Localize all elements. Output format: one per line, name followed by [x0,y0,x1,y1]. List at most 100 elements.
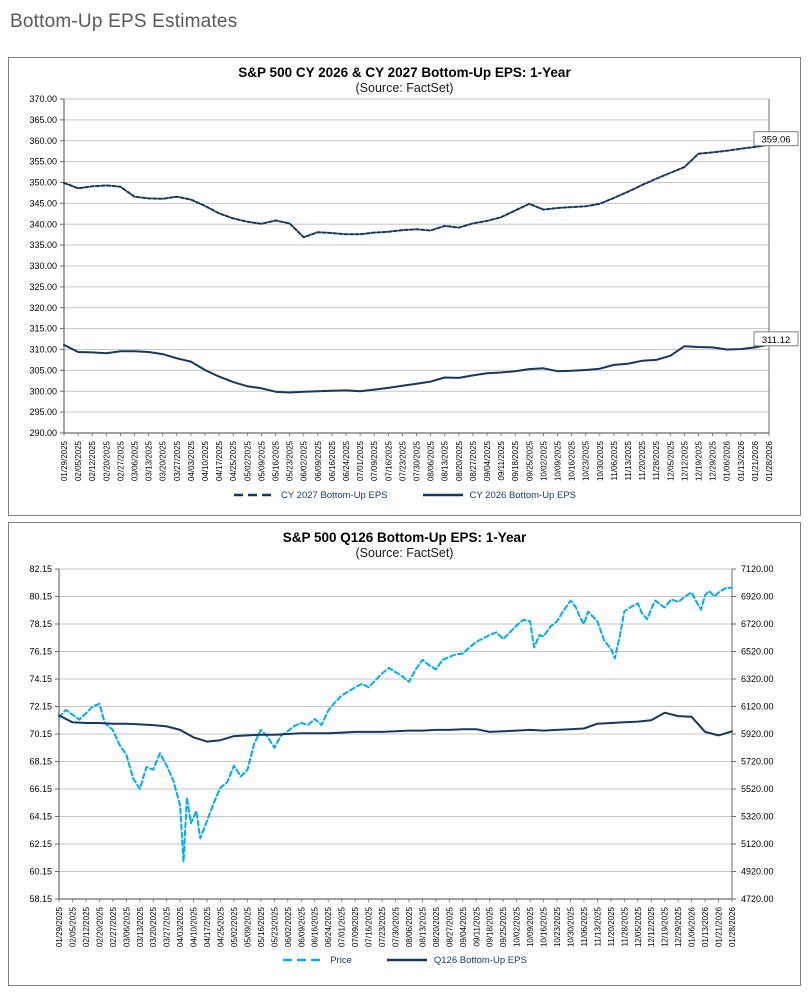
x-tick-label: 08/27/2025 [469,440,478,481]
legend-label: Q126 Bottom-Up EPS [433,954,527,966]
legend-line-sample [234,493,274,497]
x-tick-label: 02/05/2025 [68,906,77,947]
y-tick-label: 68.15 [29,757,52,767]
x-tick-label: 04/03/2025 [176,906,185,947]
x-tick-label: 09/25/2025 [525,440,534,481]
x-tick-label: 08/06/2025 [405,906,414,947]
x-tick-label: 01/06/2026 [723,440,732,481]
svg-text:311.12: 311.12 [762,335,790,346]
cy-eps-chart-legend: CY 2027 Bottom-Up EPS CY 2026 Bottom-Up E… [9,487,800,503]
legend-item-q126-bottom-up-eps: Q126 Bottom-Up EPS [386,955,527,966]
y-tick-label-right: 7120.00 [741,564,774,574]
x-tick-label: 09/11/2025 [497,440,506,480]
x-tick-label: 10/30/2025 [596,440,605,481]
x-tick-label: 03/20/2025 [159,440,168,481]
y-tick-label: 300.00 [29,386,57,396]
y-tick-label-right: 5920.00 [741,729,774,739]
series-line-q126-bottom-up-eps [58,711,733,743]
x-tick-label: 02/20/2025 [95,906,104,947]
x-tick-label: 07/09/2025 [351,906,360,947]
y-tick-label-right: 6720.00 [741,619,774,629]
legend-line-sample [386,958,427,962]
x-tick-label: 05/23/2025 [286,440,295,481]
x-tick-label: 11/28/2025 [620,906,629,946]
y-tick-label: 305.00 [29,365,57,375]
legend-label: CY 2027 Bottom-Up EPS [281,489,388,501]
x-tick-label: 03/27/2025 [163,906,172,947]
y-axis-labels-left: 58.15 60.15 62.15 64.15 66.15 68.15 70.15 72.15… [29,564,59,904]
x-tick-label: 08/27/2025 [445,906,454,947]
y-tick-label: 70.15 [29,729,52,739]
x-tick-label: 01/21/2026 [715,906,724,947]
x-tick-label: 05/02/2025 [230,906,239,947]
x-tick-label: 05/16/2025 [257,906,266,947]
x-tick-label: 11/20/2025 [607,906,616,946]
x-tick-label: 07/01/2025 [338,906,347,947]
x-tick-label: 02/12/2025 [82,906,91,947]
x-tick-label: 04/10/2025 [201,440,210,481]
x-tick-label: 03/06/2025 [131,440,140,481]
svg-text:359.06: 359.06 [761,135,790,146]
x-tick-label: 01/13/2026 [737,440,746,481]
legend-item-cy-2027-bottom-up-eps: CY 2027 Bottom-Up EPS [233,490,388,501]
legend-item-cy-2026-bottom-up-eps: CY 2026 Bottom-Up EPS [422,490,576,501]
y-tick-label-right: 5120.00 [741,839,774,849]
x-tick-label: 06/24/2025 [342,440,351,481]
y-tick-label: 335.00 [29,240,57,250]
page-title: Bottom-Up EPS Estimates [10,11,238,32]
y-tick-label-right: 5320.00 [741,812,774,822]
x-tick-label: 10/30/2025 [566,906,575,947]
x-tick-label: 09/04/2025 [483,440,492,481]
x-tick-label: 02/20/2025 [102,440,111,481]
x-tick-label: 01/28/2026 [728,906,737,947]
x-tick-label: 03/20/2025 [149,906,158,947]
gridlines [59,568,732,872]
x-axis-labels: 01/29/2025 02/05/2025 02/12/2025 02/20/2025… [55,899,737,947]
q126-chart-legend: Price Q126 Bottom-Up EPS [9,952,800,968]
x-tick-label: 11/28/2025 [652,440,661,480]
x-tick-label: 09/04/2025 [459,906,468,947]
x-tick-label: 10/02/2025 [539,440,548,481]
y-tick-label: 365.00 [29,115,57,125]
q126-chart-panel: S&P 500 Q126 Bottom-Up EPS: 1-Year (Sour… [8,522,801,986]
x-tick-label: 03/27/2025 [173,440,182,481]
x-tick-label: 05/02/2025 [243,440,252,481]
cy-eps-chart-panel: S&P 500 CY 2026 & CY 2027 Bottom-Up EPS:… [8,57,801,516]
y-tick-label: 295.00 [29,407,57,417]
q126-chart-title: S&P 500 Q126 Bottom-Up EPS: 1-Year [282,530,527,545]
y-tick-label: 355.00 [29,157,57,167]
y-tick-label: 58.15 [29,894,52,904]
x-tick-label: 12/05/2025 [634,906,643,947]
x-tick-label: 09/18/2025 [511,440,520,481]
x-tick-label: 10/16/2025 [568,440,577,481]
x-tick-label: 01/21/2026 [751,440,760,481]
x-tick-label: 01/06/2026 [688,906,697,947]
y-tick-label: 72.15 [29,702,52,712]
y-tick-label: 62.15 [29,839,52,849]
y-axis-labels-left: 290.00 295.00 300.00 305.00 310.00 315.00 320.… [29,95,64,438]
x-tick-label: 01/29/2025 [60,440,69,481]
x-tick-label: 05/16/2025 [272,440,281,481]
series-line-price [58,586,733,863]
legend-line-sample [422,493,463,497]
end-value-label: 311.12 [753,331,799,347]
x-tick-label: 08/13/2025 [418,906,427,947]
y-tick-label-right: 4720.00 [741,894,774,904]
y-tick-label-right: 6520.00 [741,647,774,657]
x-tick-label: 12/19/2025 [695,440,704,481]
y-tick-label: 60.15 [29,867,52,877]
x-tick-label: 04/25/2025 [229,440,238,481]
x-tick-label: 07/16/2025 [365,906,374,947]
x-tick-label: 06/02/2025 [300,440,309,481]
x-tick-label: 02/05/2025 [74,440,83,481]
y-tick-label: 66.15 [29,784,52,794]
gridlines [64,98,769,413]
x-tick-label: 01/29/2025 [55,906,64,947]
x-tick-label: 03/06/2025 [122,906,131,947]
x-tick-label: 08/13/2025 [441,440,450,481]
x-tick-label: 12/12/2025 [647,906,656,947]
legend-item-price: Price [282,955,352,966]
y-tick-label: 74.15 [29,674,52,684]
x-axis-labels: 01/29/2025 02/05/2025 02/12/2025 02/20/2025… [60,433,774,481]
x-tick-label: 05/09/2025 [257,440,266,481]
